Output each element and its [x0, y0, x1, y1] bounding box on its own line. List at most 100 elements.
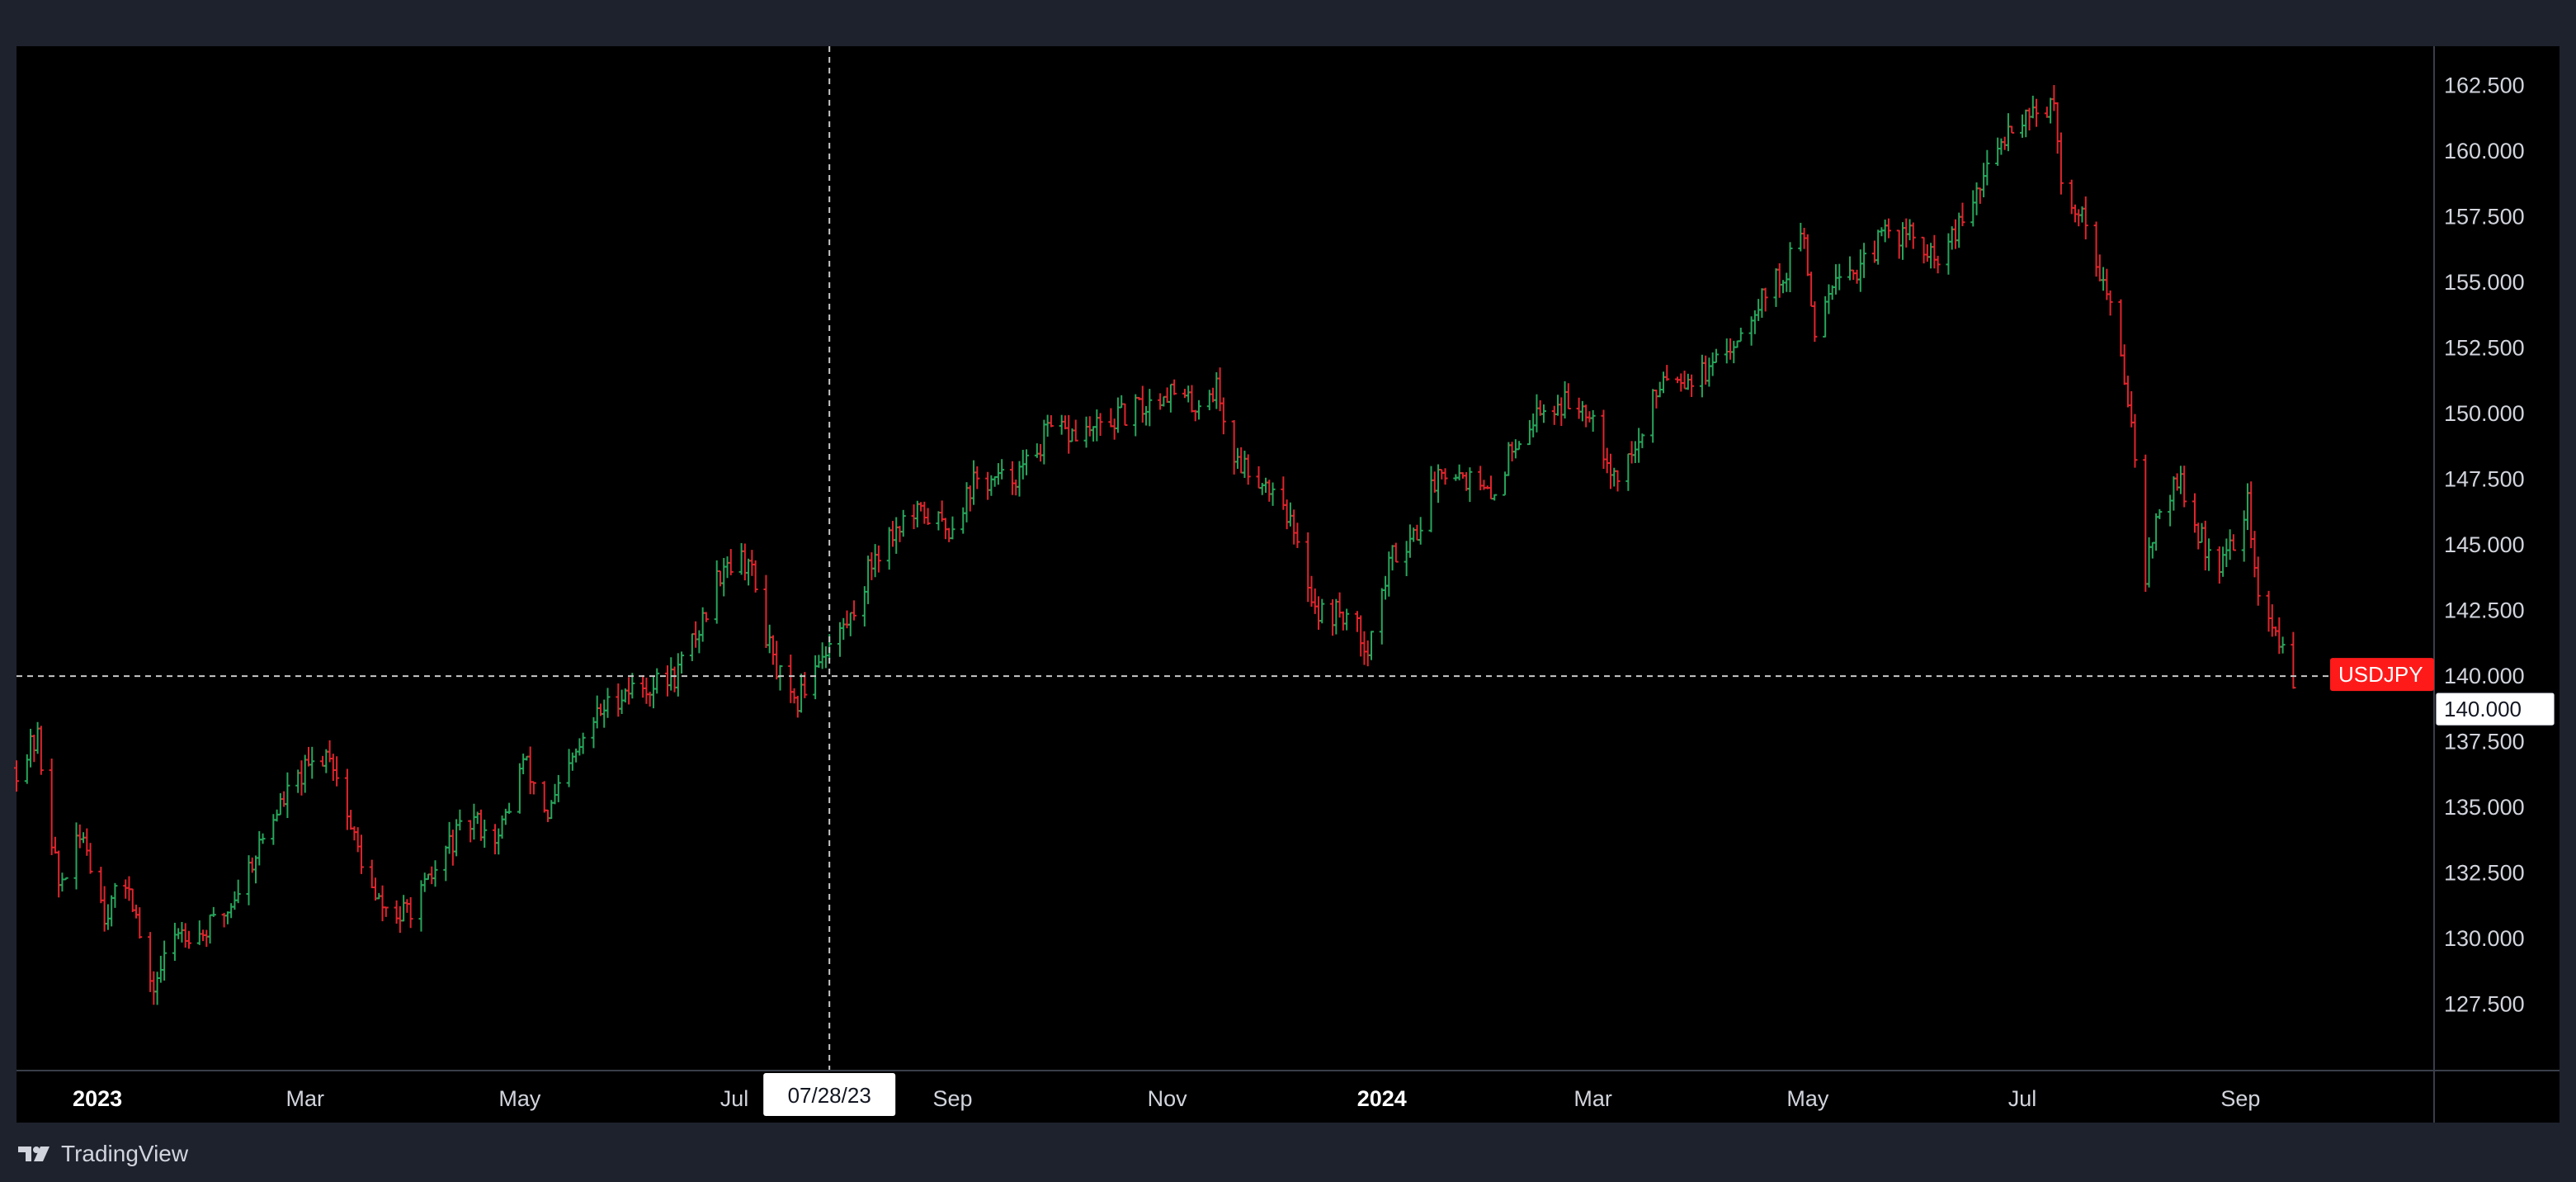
brand[interactable]: TradingView — [18, 1139, 188, 1169]
time-tick-label: Sep — [2220, 1086, 2260, 1111]
tradingview-logo-icon — [18, 1145, 53, 1163]
ohlc-bar — [87, 843, 93, 874]
price-tick-label: 137.500 — [2444, 730, 2525, 754]
ohlc-bar — [1517, 441, 1522, 451]
ohlc-bar — [2132, 414, 2138, 468]
ohlc-bar — [1787, 242, 1793, 293]
ohlc-bar — [334, 756, 340, 787]
price-tick-label: 145.000 — [2444, 532, 2525, 557]
price-tick-label: 157.500 — [2444, 205, 2525, 229]
ohlc-bar — [1196, 400, 1202, 420]
price-tick-label: 132.500 — [2444, 861, 2525, 886]
ohlc-bar — [1713, 348, 1719, 363]
ohlc-bar — [2107, 290, 2113, 316]
ohlc-bar — [285, 772, 290, 819]
ohlc-bar — [630, 673, 635, 699]
ohlc-bar — [1738, 327, 1743, 343]
symbol-badge[interactable]: USDJPY — [2330, 658, 2434, 692]
ohlc-bar — [507, 802, 512, 815]
ohlc-bar — [38, 726, 44, 775]
ohlc-bar — [1812, 301, 1818, 343]
ohlc-bar — [1122, 403, 1128, 427]
ohlc-bar — [2182, 466, 2187, 508]
ohlc-bar — [2291, 631, 2296, 689]
ohlc-bar — [875, 545, 881, 573]
ohlc-bar — [2280, 636, 2286, 654]
time-tick-label: Jul — [720, 1086, 749, 1111]
time-tick-label: May — [498, 1086, 541, 1111]
ohlc-bar — [2083, 196, 2088, 240]
price-axis[interactable]: 127.500 130.000 132.500 135.000 137.500 140.0… — [2444, 73, 2525, 1017]
ohlc-bar — [2034, 98, 2040, 127]
ohlc-bar — [1220, 397, 1226, 435]
ohlc-bar — [1467, 467, 1473, 503]
ohlc-bar — [950, 516, 955, 540]
ohlc-bar — [482, 819, 488, 849]
ohlc-bar — [1540, 404, 1546, 423]
crosshair-price-text: 140.000 — [2444, 697, 2522, 721]
time-tick-label: Mar — [285, 1086, 324, 1111]
ohlc-bar — [137, 907, 143, 939]
ohlc-bar — [2009, 125, 2015, 134]
ohlc-bars — [14, 85, 2296, 1005]
time-tick-label: 2023 — [73, 1086, 122, 1111]
ohlc-bar — [1664, 365, 1670, 381]
ohlc-bar — [309, 746, 315, 779]
ohlc-bar — [1910, 222, 1916, 249]
ohlc-bar — [383, 906, 389, 917]
ohlc-bar — [1295, 522, 1300, 548]
chart-background — [17, 46, 2434, 1070]
ohlc-bar — [654, 668, 660, 694]
ohlc-bar — [1837, 263, 1842, 291]
ohlc-bar — [852, 600, 857, 621]
ohlc-bar — [1024, 449, 1030, 475]
time-axis-background — [17, 1071, 2559, 1123]
ohlc-bar — [1590, 409, 1596, 433]
ohlc-bar — [186, 930, 191, 949]
time-tick-label: Sep — [932, 1086, 972, 1111]
ohlc-bar — [1418, 517, 1423, 545]
ohlc-bar — [679, 651, 685, 674]
ohlc-bar — [112, 882, 118, 908]
ohlc-bar — [457, 809, 463, 831]
ohlc-bar — [1935, 255, 1941, 274]
ohlc-bar — [1442, 468, 1448, 485]
ohlc-bar — [408, 896, 413, 929]
crosshair-price-label: 140.000 — [2435, 692, 2555, 726]
crosshair: 07/28/23 140.000 — [17, 46, 2555, 1116]
ohlc-bar — [2255, 556, 2261, 606]
ohlc-bar — [432, 860, 438, 887]
ohlc-bar — [2230, 534, 2236, 551]
ohlc-bar — [555, 774, 561, 802]
ohlc-bar — [1393, 542, 1399, 563]
time-tick-label: May — [1786, 1086, 1829, 1111]
ohlc-bar — [1344, 608, 1350, 631]
price-tick-label: 150.000 — [2444, 401, 2525, 426]
price-tick-label: 127.500 — [2444, 992, 2525, 1017]
time-tick-label: Nov — [1148, 1086, 1188, 1111]
crosshair-date-label: 07/28/23 — [763, 1073, 896, 1116]
ohlc-bar — [580, 732, 586, 754]
ohlc-bar — [1861, 243, 1867, 278]
ohlc-bar — [531, 781, 536, 795]
price-tick-label: 142.500 — [2444, 598, 2525, 623]
ohlc-bar — [974, 466, 980, 489]
time-tick-label: 2024 — [1357, 1086, 1407, 1111]
ohlc-bar — [999, 459, 1005, 480]
ohlc-bar — [2157, 508, 2163, 519]
time-axis[interactable]: 2023 Mar May Jul Sep Nov 2024 Mar May Jul Sep — [73, 1086, 2260, 1111]
ohlc-bar — [2206, 538, 2212, 571]
ohlc-bar — [2058, 132, 2064, 195]
ohlc-bar — [1492, 494, 1498, 501]
ohlc-bar — [703, 612, 709, 622]
ohlc-bar — [1762, 287, 1768, 312]
ohlc-bar — [753, 560, 758, 593]
ohlc-bar — [1689, 374, 1695, 397]
ohlc-bar — [1172, 379, 1177, 395]
ohlc-bar — [1984, 149, 1990, 186]
ohlc-bar — [162, 940, 167, 981]
ohlc-bar — [900, 509, 906, 537]
ohlc-bar — [728, 549, 734, 575]
